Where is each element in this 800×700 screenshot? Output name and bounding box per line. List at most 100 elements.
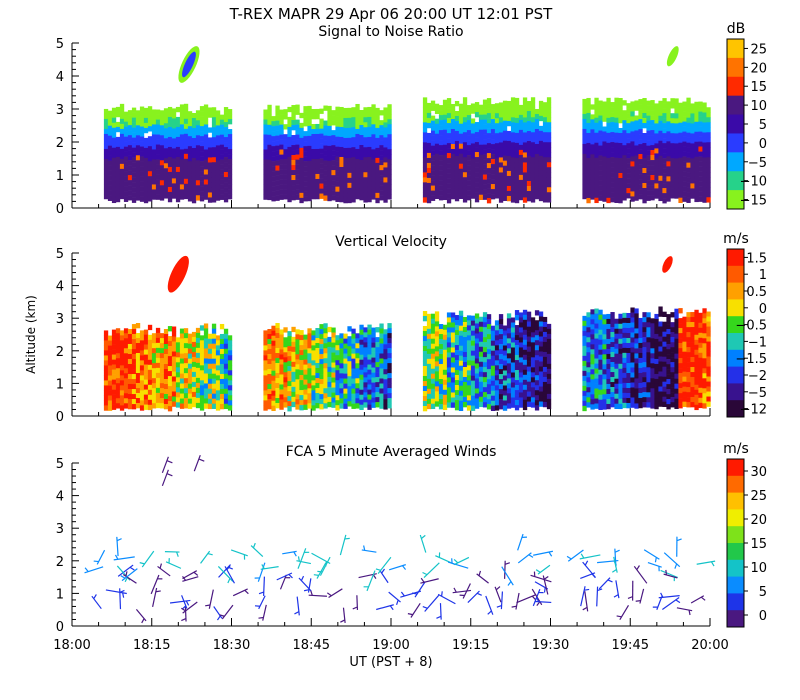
heatmap-cell xyxy=(223,162,229,168)
heatmap-cell xyxy=(191,341,197,348)
heatmap-cell xyxy=(223,363,229,370)
heatmap-cell xyxy=(522,389,528,396)
heatmap-cell xyxy=(682,366,687,372)
heatmap-cell xyxy=(363,367,368,373)
heatmap-cell xyxy=(275,135,280,141)
heatmap-cell xyxy=(690,123,695,129)
heatmap-cell xyxy=(678,333,683,339)
heatmap-cell xyxy=(167,346,173,352)
heatmap-cell xyxy=(490,375,496,381)
heatmap-cell xyxy=(674,183,679,189)
heatmap-cell xyxy=(426,147,432,154)
heatmap-cell xyxy=(594,328,599,334)
heatmap-cell xyxy=(486,153,492,159)
heatmap-cell xyxy=(183,188,189,195)
heatmap-cell xyxy=(510,357,516,363)
heatmap-cell xyxy=(602,171,607,177)
heatmap-cell xyxy=(430,120,436,126)
heatmap-cell xyxy=(347,157,352,164)
heatmap-cell xyxy=(167,326,173,332)
heatmap-cell xyxy=(387,363,392,369)
heatmap-cell xyxy=(263,194,268,200)
heatmap-cell xyxy=(371,109,376,115)
heatmap-cell xyxy=(147,379,153,386)
heatmap-cell xyxy=(215,335,221,341)
heatmap-cell xyxy=(103,123,109,130)
heatmap-cell xyxy=(506,100,512,107)
heatmap-cell xyxy=(670,133,675,139)
heatmap-cell xyxy=(486,314,492,320)
heatmap-cell xyxy=(458,188,464,194)
heatmap-cell xyxy=(586,402,591,408)
heatmap-cell xyxy=(450,173,456,180)
heatmap-cell xyxy=(658,165,663,172)
heatmap-cell xyxy=(199,345,205,351)
heatmap-cell xyxy=(642,377,647,383)
heatmap-cell xyxy=(131,142,137,148)
heatmap-cell xyxy=(582,365,587,372)
heatmap-cell xyxy=(474,323,480,329)
heatmap-cell xyxy=(690,163,695,169)
heatmap-cell xyxy=(642,337,647,343)
heatmap-cell xyxy=(139,181,145,187)
heatmap-cell xyxy=(458,405,464,412)
heatmap-cell xyxy=(211,127,217,133)
heatmap-cell xyxy=(199,176,205,182)
heatmap-cell xyxy=(546,122,552,128)
heatmap-cell xyxy=(678,147,683,154)
heatmap-cell xyxy=(534,360,540,366)
heatmap-cell xyxy=(442,404,448,411)
heatmap-cell xyxy=(327,185,332,192)
heatmap-cell xyxy=(626,322,631,329)
heatmap-cell xyxy=(654,388,659,395)
heatmap-cell xyxy=(351,393,356,399)
heatmap-cell xyxy=(127,393,133,400)
heatmap-cell xyxy=(650,190,655,196)
heatmap-cell xyxy=(175,377,181,383)
heatmap-cell xyxy=(518,114,524,121)
heatmap-cell xyxy=(311,365,316,371)
heatmap-cell xyxy=(442,189,448,196)
wind-barb-flag xyxy=(155,590,161,593)
heatmap-cell xyxy=(478,341,484,348)
heatmap-cell xyxy=(199,385,205,391)
heatmap-cell xyxy=(183,178,189,185)
heatmap-cell xyxy=(123,388,129,394)
heatmap-cell xyxy=(383,394,388,400)
heatmap-cell xyxy=(103,400,109,406)
heatmap-cell xyxy=(175,181,181,188)
heatmap-cell xyxy=(347,351,352,357)
heatmap-cell xyxy=(526,111,532,117)
heatmap-cell xyxy=(327,336,332,343)
heatmap-cell xyxy=(327,190,332,197)
heatmap-cell xyxy=(498,117,504,123)
heatmap-cell xyxy=(434,321,440,327)
heatmap-cell xyxy=(203,378,209,384)
heatmap-cell xyxy=(606,343,611,350)
heatmap-cell xyxy=(195,170,201,176)
heatmap-cell xyxy=(267,353,272,360)
heatmap-cell xyxy=(542,331,548,338)
heatmap-cell xyxy=(642,183,647,189)
heatmap-cell xyxy=(107,190,113,196)
heatmap-cell xyxy=(542,391,548,398)
heatmap-cell xyxy=(606,338,611,345)
heatmap-cell xyxy=(638,342,643,349)
heatmap-cell xyxy=(502,170,508,176)
heatmap-cell xyxy=(127,403,133,410)
heatmap-cell xyxy=(143,187,149,194)
heatmap-cell xyxy=(486,359,492,365)
heatmap-cell xyxy=(442,329,448,336)
heatmap-cell xyxy=(590,374,595,380)
heatmap-cell xyxy=(135,383,141,389)
heatmap-cell xyxy=(498,107,504,113)
heatmap-cell xyxy=(275,160,280,166)
heatmap-cell xyxy=(323,170,328,176)
heatmap-cell xyxy=(678,132,683,139)
heatmap-cell xyxy=(327,401,332,408)
heatmap-cell xyxy=(538,185,544,192)
heatmap-cell xyxy=(658,160,663,167)
heatmap-cell xyxy=(522,314,528,321)
heatmap-cell xyxy=(371,149,376,155)
heatmap-cell xyxy=(534,320,540,326)
